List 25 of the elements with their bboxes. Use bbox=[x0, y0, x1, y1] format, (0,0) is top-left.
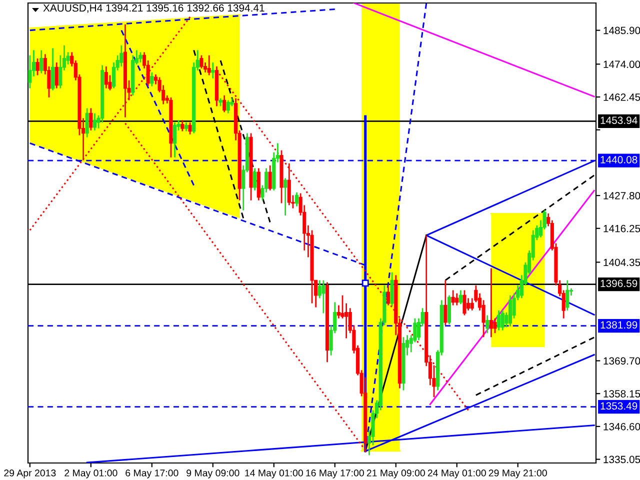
y-tick-label: 1427.80 bbox=[604, 192, 640, 200]
ref-line-label: 1381.99 bbox=[600, 321, 638, 329]
y-tick-label: 1358.15 bbox=[604, 390, 640, 398]
y-tick-label: 1369.70 bbox=[604, 357, 640, 365]
y-tick-label: 1416.25 bbox=[604, 224, 640, 232]
x-tick-label: 29 May 21:00 bbox=[488, 470, 547, 478]
x-tick-label: 6 May 17:00 bbox=[126, 470, 178, 478]
x-tick-label: 29 Apr 2013 bbox=[4, 470, 56, 478]
ref-line-label: 1396.59 bbox=[600, 280, 638, 288]
x-tick-label: 14 May 01:00 bbox=[245, 470, 303, 478]
ref-line-label: 1453.94 bbox=[600, 116, 638, 124]
x-tick-label: 9 May 09:00 bbox=[186, 470, 240, 478]
y-tick-label: 1335.05 bbox=[604, 456, 640, 464]
y-tick-label: 1462.45 bbox=[604, 93, 640, 101]
ref-line-label: 1353.49 bbox=[600, 402, 638, 410]
chart-title: XAUUSD,H4 1394.21 1395.16 1392.66 1394.41 bbox=[43, 4, 264, 13]
x-tick-label: 21 May 09:00 bbox=[366, 470, 425, 478]
y-tick-label: 1346.60 bbox=[604, 422, 640, 430]
x-tick-label: 24 May 01:00 bbox=[428, 470, 486, 478]
x-tick-label: 16 May 17:00 bbox=[306, 470, 364, 478]
y-tick-label: 1404.35 bbox=[604, 258, 640, 266]
x-tick-label: 2 May 01:00 bbox=[64, 470, 118, 478]
y-tick-label: 1485.90 bbox=[604, 26, 640, 34]
ref-line-label: 1440.08 bbox=[600, 156, 638, 164]
y-tick-label: 1474.00 bbox=[604, 60, 640, 68]
